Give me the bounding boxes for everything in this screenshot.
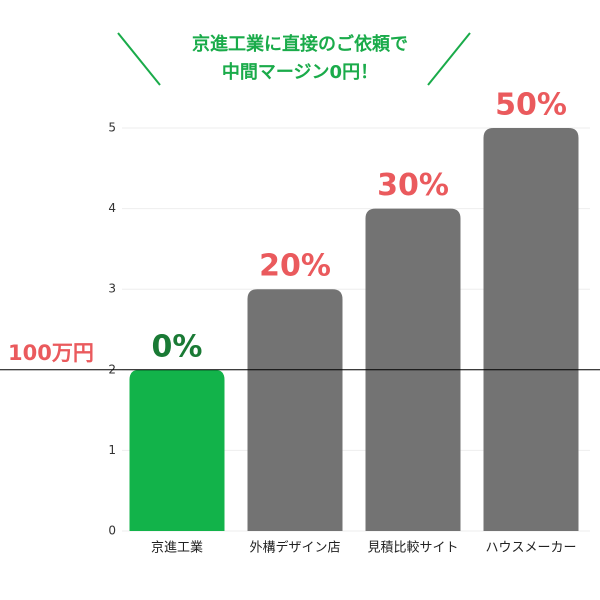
x-tick-label: 見積比較サイト (367, 541, 458, 556)
y-tick-label: 3 (108, 282, 116, 296)
x-tick-label: 京進工業 (151, 540, 203, 556)
title-decoration (117, 32, 161, 86)
title-decoration (427, 32, 471, 86)
bar (483, 128, 579, 531)
bar-annotation: 0% (152, 329, 203, 364)
y-tick-label: 5 (108, 121, 116, 135)
chart-title: 京進工業に直接のご依頼で (192, 33, 408, 55)
x-tick-label: ハウスメーカー (485, 541, 576, 556)
y-tick-label: 1 (108, 443, 116, 457)
bar (247, 289, 343, 531)
y-tick-label: 0 (108, 524, 116, 538)
y-tick-label: 4 (108, 201, 116, 215)
x-tick-label: 外構デザイン店 (249, 540, 340, 556)
bar-annotation: 20% (259, 249, 331, 284)
bar (129, 369, 225, 531)
bar-annotation: 50% (495, 88, 567, 123)
reference-label: 100万円 (8, 341, 94, 365)
chart-title: 中間マージン0円！ (222, 61, 378, 83)
bar-annotation: 30% (377, 168, 449, 203)
